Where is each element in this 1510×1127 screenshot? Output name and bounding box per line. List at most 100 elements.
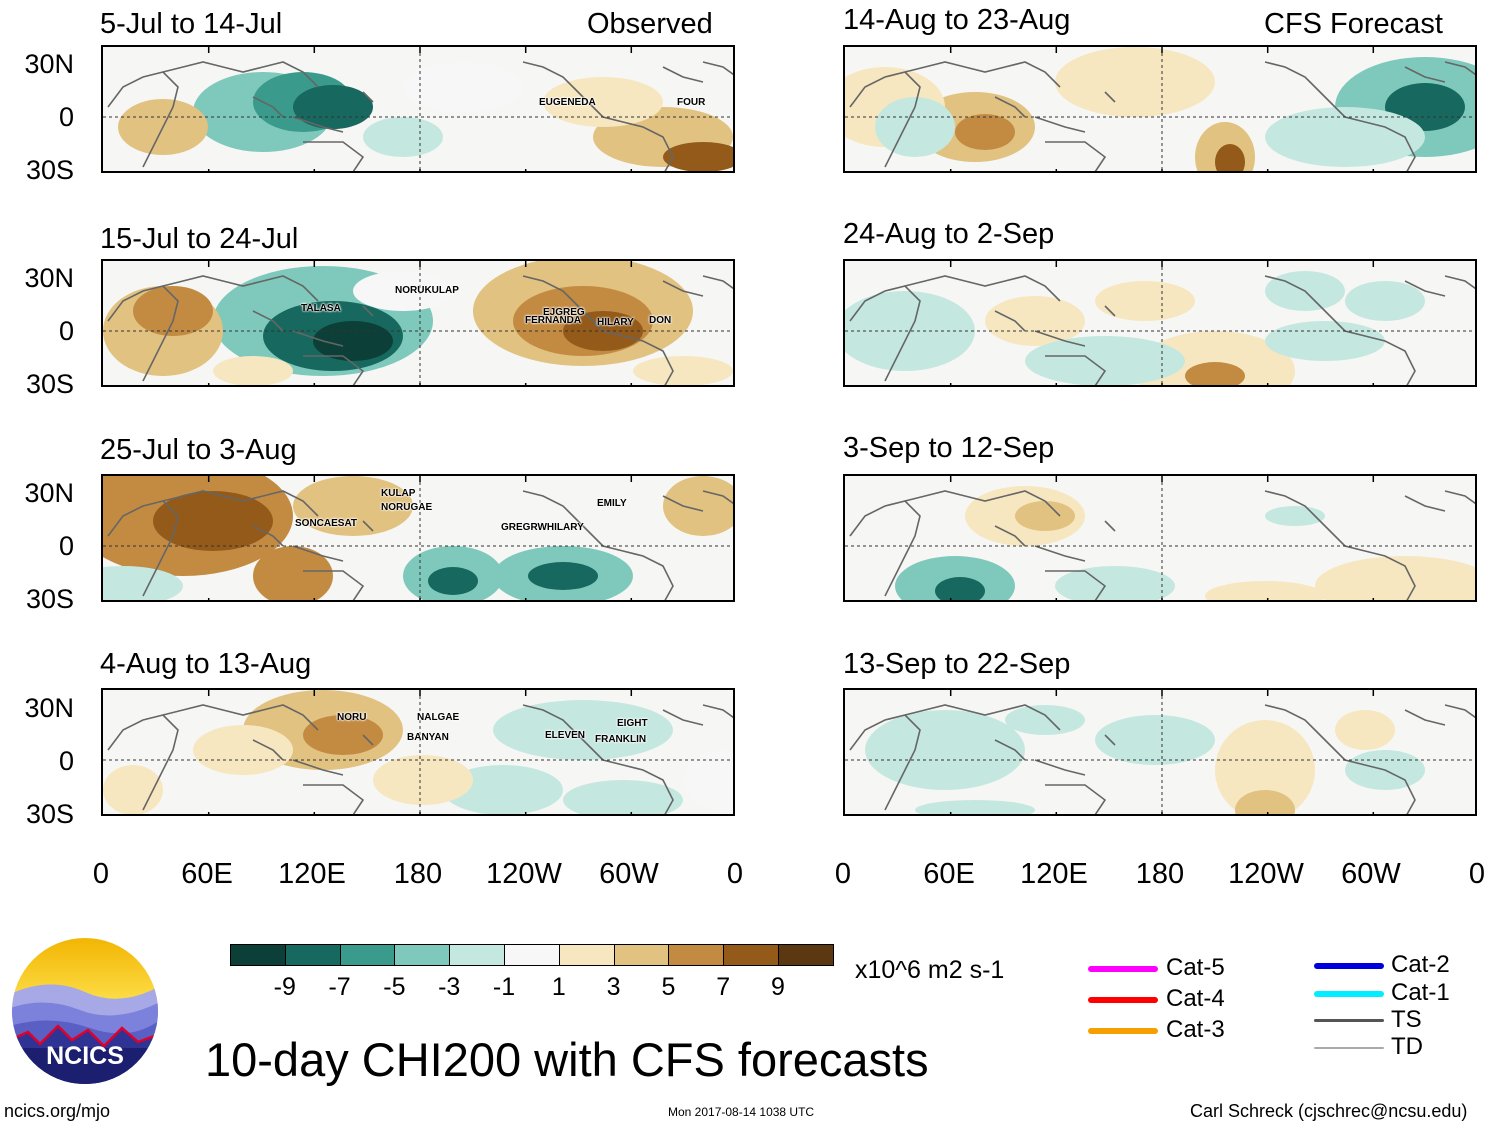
coastline: [849, 275, 1475, 385]
colorbar-swatch: [558, 944, 615, 966]
storm-label: EIGHT: [617, 718, 648, 729]
anomaly-contour: [563, 780, 683, 814]
map-canvas: [845, 476, 1477, 600]
coastline: [849, 490, 1475, 600]
panel-title-obs-1: 5-Jul to 14-Jul: [100, 8, 283, 40]
forecast-label: CFS Forecast: [1264, 8, 1443, 40]
lon-tick: 180: [1135, 858, 1185, 890]
coastline: [849, 704, 1475, 814]
panel-title-obs-4: 4-Aug to 13-Aug: [100, 648, 312, 680]
timestamp: Mon 2017-08-14 1038 UTC: [668, 1105, 815, 1119]
colorbar-swatch: [449, 944, 505, 966]
anomaly-contour: [875, 97, 955, 157]
anomaly-contour: [353, 271, 453, 311]
anomaly-contour: [403, 62, 523, 112]
map-forecast-4: [843, 688, 1477, 816]
anomaly-contour: [1055, 47, 1215, 117]
map-observed-3: SONCAESAT KULAP NORUGAE GREGRWHILARY EMI…: [101, 474, 735, 602]
anomaly-contour: [1095, 715, 1215, 765]
legend-line-cat3: [1088, 1028, 1158, 1034]
legend-line-cat1: [1314, 991, 1384, 997]
storm-label: EMILY: [597, 498, 627, 509]
colorbar-label: -7: [328, 973, 351, 1001]
storm-label: SONCAESAT: [295, 518, 358, 529]
anomaly-contour: [985, 296, 1085, 346]
anomaly-contour: [683, 750, 733, 810]
map-observed-1: EUGENEDA FOUR: [101, 45, 735, 173]
legend-label-ts: TS: [1391, 1006, 1422, 1033]
author-credit: Carl Schreck (cjschrec@ncsu.edu): [1190, 1101, 1468, 1121]
lon-tick: 60E: [181, 858, 233, 890]
map-canvas: [103, 261, 733, 385]
storm-label: TALASA: [301, 303, 341, 314]
storm-label: HILARY: [597, 317, 634, 328]
anomaly-contour: [633, 356, 733, 385]
anomaly-contour: [153, 491, 273, 551]
anomaly-contour: [1005, 705, 1085, 735]
map-canvas: [845, 261, 1475, 385]
legend-label-cat2: Cat-2: [1391, 951, 1450, 978]
colorbar-swatch: [613, 944, 670, 966]
observed-label: Observed: [587, 8, 713, 40]
anomaly-contour: [1185, 362, 1245, 385]
legend-label-cat1: Cat-1: [1391, 979, 1450, 1006]
lat-30n: 30N: [24, 263, 74, 293]
legend-line-cat5: [1088, 966, 1158, 972]
coastline: [107, 490, 733, 600]
lat-30s: 30S: [25, 155, 74, 185]
lat-30n: 30N: [24, 693, 74, 723]
anomaly-contour: [103, 765, 163, 814]
anomaly-contour: [663, 476, 733, 536]
colorbar-swatch: [339, 944, 396, 966]
anomaly-contour: [955, 114, 1015, 150]
map-forecast-2: [843, 259, 1477, 387]
storm-label: KULAP: [381, 488, 416, 499]
lat-30n: 30N: [24, 49, 74, 79]
lat-0: 0: [58, 102, 74, 132]
anomaly-contour: [1215, 144, 1245, 171]
lon-tick: 0: [726, 858, 744, 890]
lon-tick: 0: [834, 858, 852, 890]
coastline: [107, 704, 733, 814]
lat-0: 0: [58, 316, 74, 346]
colorbar-swatch: [284, 944, 341, 966]
lon-tick: 120E: [1020, 858, 1088, 890]
map-forecast-3: [843, 474, 1477, 602]
main-title: 10-day CHI200 with CFS forecasts: [205, 1033, 929, 1086]
anomaly-contour: [1475, 476, 1477, 516]
anomaly-contour: [1345, 281, 1425, 321]
anomaly-contour: [1215, 720, 1315, 814]
anomaly-contour: [543, 77, 663, 127]
colorbar-label: -5: [383, 973, 406, 1001]
legend-line-td: [1314, 1047, 1384, 1049]
lon-tick: 60W: [1341, 858, 1401, 890]
anomaly-contour: [1335, 710, 1395, 750]
map-canvas: [845, 690, 1475, 814]
ncics-logo-graphic: NCICS: [12, 938, 158, 1084]
anomaly-contour: [1015, 501, 1075, 531]
colorbar-swatch: [504, 944, 560, 966]
legend-line-cat2: [1314, 963, 1384, 969]
legend-label-cat3: Cat-3: [1166, 1016, 1225, 1043]
colorbar-swatch: [778, 944, 834, 966]
storm-label: EUGENEDA: [539, 97, 596, 108]
anomaly-contour: [1205, 581, 1325, 600]
anomaly-contour: [373, 755, 473, 805]
lat-0: 0: [58, 746, 74, 776]
map-canvas: [845, 47, 1475, 171]
anomaly-contour: [443, 765, 563, 814]
panel-title-obs-2: 15-Jul to 24-Jul: [100, 223, 299, 255]
map-canvas: [103, 690, 733, 814]
units-label: x10^6 m2 s-1: [855, 956, 1005, 984]
storm-label: FOUR: [677, 97, 706, 108]
lat-30s: 30S: [25, 369, 74, 399]
anomaly-contour: [253, 546, 333, 600]
lat-0: 0: [58, 531, 74, 561]
anomaly-contour: [293, 476, 413, 536]
storm-label: GREGRWHILARY: [501, 522, 584, 533]
anomaly-contour: [1025, 336, 1185, 385]
coastline: [849, 61, 1475, 171]
lat-30s: 30S: [25, 584, 74, 614]
storm-label: FERNANDA: [525, 315, 582, 326]
anomaly-contour: [213, 356, 293, 385]
